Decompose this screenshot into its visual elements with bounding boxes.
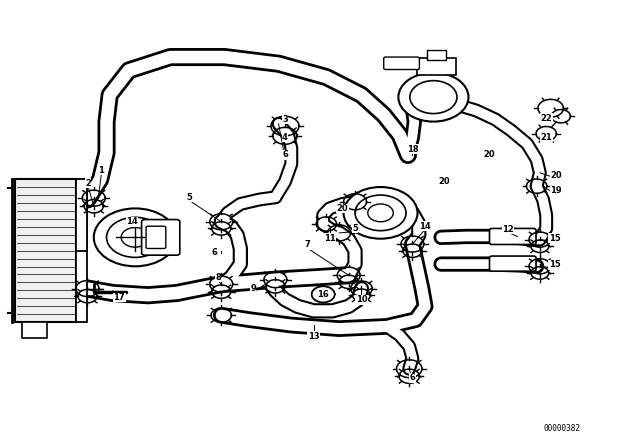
Bar [76, 180, 88, 251]
Text: 13: 13 [308, 332, 319, 340]
Circle shape [344, 187, 417, 239]
Circle shape [94, 208, 177, 266]
Circle shape [368, 204, 394, 222]
Text: 11: 11 [324, 234, 335, 243]
Text: 15: 15 [548, 260, 561, 269]
Text: 6: 6 [282, 151, 288, 159]
Text: 00000382: 00000382 [543, 424, 580, 433]
FancyBboxPatch shape [490, 256, 536, 271]
FancyBboxPatch shape [141, 220, 180, 255]
Text: 3: 3 [282, 115, 288, 124]
Text: 15: 15 [548, 234, 561, 243]
Text: 20: 20 [337, 204, 348, 213]
Text: 7: 7 [305, 241, 310, 250]
Text: 6: 6 [212, 249, 218, 258]
FancyBboxPatch shape [146, 226, 166, 249]
FancyBboxPatch shape [22, 322, 47, 337]
Bar [417, 58, 456, 75]
Text: 12: 12 [502, 225, 514, 234]
Circle shape [398, 73, 468, 121]
Bar [76, 180, 88, 322]
Text: 16: 16 [317, 290, 329, 299]
Text: 14: 14 [419, 222, 431, 231]
Text: 14: 14 [126, 217, 138, 226]
Circle shape [355, 195, 406, 231]
Text: 5: 5 [186, 193, 192, 202]
Text: 17: 17 [113, 293, 125, 302]
Circle shape [121, 228, 149, 247]
Text: 1: 1 [99, 166, 104, 175]
Text: 22: 22 [540, 113, 552, 123]
Text: 8: 8 [215, 273, 221, 282]
Text: 10: 10 [356, 295, 367, 304]
Circle shape [410, 81, 457, 114]
Text: 20: 20 [550, 171, 561, 180]
FancyBboxPatch shape [490, 228, 536, 245]
Text: 2: 2 [85, 179, 91, 188]
Bar [15, 180, 76, 322]
Circle shape [312, 286, 335, 302]
Text: 20: 20 [483, 151, 495, 159]
Text: 4: 4 [282, 133, 288, 142]
Text: 9: 9 [250, 284, 256, 293]
Text: 5: 5 [352, 224, 358, 233]
Text: 6: 6 [410, 373, 415, 382]
Bar [427, 50, 446, 60]
Text: 19: 19 [550, 186, 561, 195]
Text: 20: 20 [438, 177, 450, 186]
Text: 21: 21 [540, 133, 552, 142]
Circle shape [106, 217, 164, 258]
Text: 18: 18 [406, 145, 418, 154]
FancyBboxPatch shape [384, 57, 419, 69]
